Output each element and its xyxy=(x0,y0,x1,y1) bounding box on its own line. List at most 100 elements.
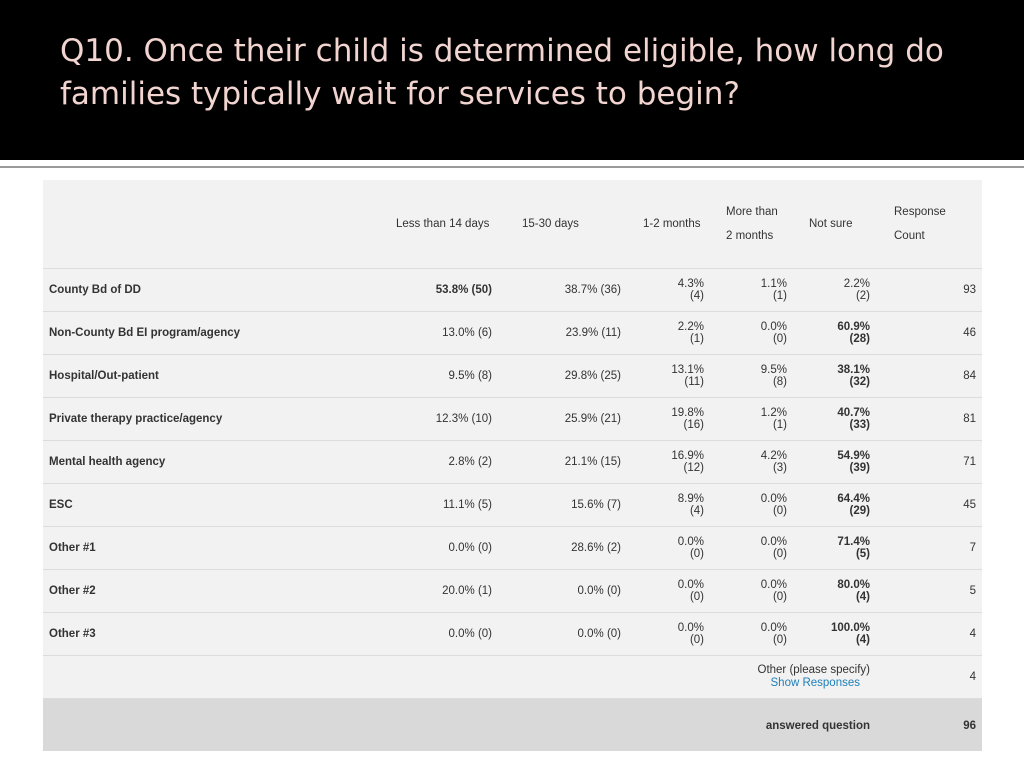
row-label: ESC xyxy=(43,483,386,527)
table-row: ESC 11.1% (5) 15.6% (7) 8.9% (4) 0.0% (0) 64.4%… xyxy=(43,483,982,527)
cell-15-30-days: 15.6% (7) xyxy=(498,483,627,527)
cell-not-sure: 2.2% (2) xyxy=(793,268,876,312)
cell-less-than-14-days: 9.5% (8) xyxy=(386,354,498,398)
cell-more-than-2-months: 0.0% (0) xyxy=(710,612,793,656)
cell-not-sure: 54.9% (39) xyxy=(793,440,876,484)
cell-less-than-14-days: 53.8% (50) xyxy=(386,268,498,312)
row-label: Other #3 xyxy=(43,612,386,656)
other-specify-cell: Other (please specify) Show Responses xyxy=(43,655,876,699)
row-label: County Bd of DD xyxy=(43,268,386,312)
cell-less-than-14-days: 0.0% (0) xyxy=(386,526,498,570)
cell-not-sure: 38.1% (32) xyxy=(793,354,876,398)
cell-not-sure: 40.7% (33) xyxy=(793,397,876,441)
header-more-than-2-months: More than 2 months xyxy=(710,180,793,269)
cell-count: (3) xyxy=(772,462,787,474)
cell-response-count: 84 xyxy=(876,354,982,398)
cell-percent: 4.2% xyxy=(760,450,787,462)
cell-15-30-days: 21.1% (15) xyxy=(498,440,627,484)
cell-percent: 13.1% xyxy=(671,364,704,376)
cell-percent: 0.0% xyxy=(677,579,704,591)
cell-percent: 0.0% xyxy=(760,493,787,505)
cell-1-2-months: 19.8% (16) xyxy=(627,397,710,441)
cell-less-than-14-days: 20.0% (1) xyxy=(386,569,498,613)
cell-15-30-days: 25.9% (21) xyxy=(498,397,627,441)
cell-percent: 0.0% xyxy=(760,321,787,333)
cell-count: (4) xyxy=(689,290,704,302)
table-row: County Bd of DD 53.8% (50) 38.7% (36) 4.3%(… xyxy=(43,268,982,312)
table-row: Private therapy practice/agency 12.3% (10… xyxy=(43,397,982,441)
header-15-30-days: 15-30 days xyxy=(498,180,627,269)
cell-15-30-days: 23.9% (11) xyxy=(498,311,627,355)
cell-1-2-months: 13.1% (11) xyxy=(627,354,710,398)
cell-count: (29) xyxy=(849,505,870,517)
cell-15-30-days: 28.6% (2) xyxy=(498,526,627,570)
cell-count: (0) xyxy=(772,548,787,560)
cell-count: (0) xyxy=(772,333,787,345)
cell-less-than-14-days: 2.8% (2) xyxy=(386,440,498,484)
cell-percent: 4.3% xyxy=(677,278,704,290)
cell-count: (0) xyxy=(772,505,787,517)
cell-more-than-2-months: 4.2% (3) xyxy=(710,440,793,484)
cell-less-than-14-days: 12.3% (10) xyxy=(386,397,498,441)
cell-not-sure: 100.0% (4) xyxy=(793,612,876,656)
cell-1-2-months: 0.0% (0) xyxy=(627,612,710,656)
cell-count: (1) xyxy=(772,290,787,302)
table-row: Non-County Bd EI program/agency 13.0% (6)… xyxy=(43,311,982,355)
cell-not-sure: 64.4% (29) xyxy=(793,483,876,527)
cell-not-sure: 80.0% (4) xyxy=(793,569,876,613)
cell-response-count: 4 xyxy=(876,612,982,656)
other-specify-row: Other (please specify) Show Responses 4 xyxy=(43,655,982,699)
cell-percent: 64.4% xyxy=(837,493,870,505)
header-row: Less than 14 days 15-30 days 1-2 months … xyxy=(43,180,982,269)
cell-percent: 40.7% xyxy=(837,407,870,419)
cell-count: (0) xyxy=(772,591,787,603)
cell-count: (12) xyxy=(683,462,704,474)
cell-percent: 0.0% xyxy=(677,536,704,548)
other-specify-count: 4 xyxy=(876,655,982,699)
title-bar: Q10. Once their child is determined elig… xyxy=(0,0,1024,160)
cell-percent: 8.9% xyxy=(677,493,704,505)
cell-response-count: 46 xyxy=(876,311,982,355)
show-responses-link[interactable]: Show Responses xyxy=(770,677,861,689)
survey-table-container: Less than 14 days 15-30 days 1-2 months … xyxy=(43,180,982,751)
cell-less-than-14-days: 13.0% (6) xyxy=(386,311,498,355)
header-less-than-14-days: Less than 14 days xyxy=(386,180,498,269)
cell-count: (0) xyxy=(689,591,704,603)
cell-count: (0) xyxy=(772,634,787,646)
cell-1-2-months: 4.3% (4) xyxy=(627,268,710,312)
cell-more-than-2-months: 0.0% (0) xyxy=(710,569,793,613)
row-label: Mental health agency xyxy=(43,440,386,484)
header-not-sure: Not sure xyxy=(793,180,876,269)
cell-count: (1) xyxy=(772,419,787,431)
cell-percent: 54.9% xyxy=(837,450,870,462)
cell-percent: 0.0% xyxy=(760,579,787,591)
cell-percent: 1.2% xyxy=(760,407,787,419)
cell-count: (28) xyxy=(849,333,870,345)
header-1-2-months: 1-2 months xyxy=(627,180,710,269)
cell-count: (4) xyxy=(855,634,870,646)
cell-not-sure: 60.9% (28) xyxy=(793,311,876,355)
cell-percent: 60.9% xyxy=(837,321,870,333)
cell-count: (5) xyxy=(855,548,870,560)
table-row: Other #3 0.0% (0) 0.0% (0) 0.0% (0) 0.0% (0) 10… xyxy=(43,612,982,656)
cell-count: (2) xyxy=(855,290,870,302)
row-label: Other #2 xyxy=(43,569,386,613)
cell-count: (32) xyxy=(849,376,870,388)
cell-percent: 9.5% xyxy=(760,364,787,376)
cell-count: (16) xyxy=(683,419,704,431)
cell-1-2-months: 16.9% (12) xyxy=(627,440,710,484)
cell-percent: 71.4% xyxy=(837,536,870,548)
cell-count: (0) xyxy=(689,634,704,646)
cell-percent: 0.0% xyxy=(760,622,787,634)
header-empty xyxy=(43,180,386,269)
cell-more-than-2-months: 0.0% (0) xyxy=(710,311,793,355)
table-row: Other #1 0.0% (0) 28.6% (2) 0.0% (0) 0.0% (0) 7… xyxy=(43,526,982,570)
cell-count: (0) xyxy=(689,548,704,560)
cell-more-than-2-months: 0.0% (0) xyxy=(710,526,793,570)
cell-percent: 19.8% xyxy=(671,407,704,419)
cell-15-30-days: 38.7% (36) xyxy=(498,268,627,312)
cell-count: (39) xyxy=(849,462,870,474)
cell-percent: 0.0% xyxy=(760,536,787,548)
cell-count: (4) xyxy=(689,505,704,517)
